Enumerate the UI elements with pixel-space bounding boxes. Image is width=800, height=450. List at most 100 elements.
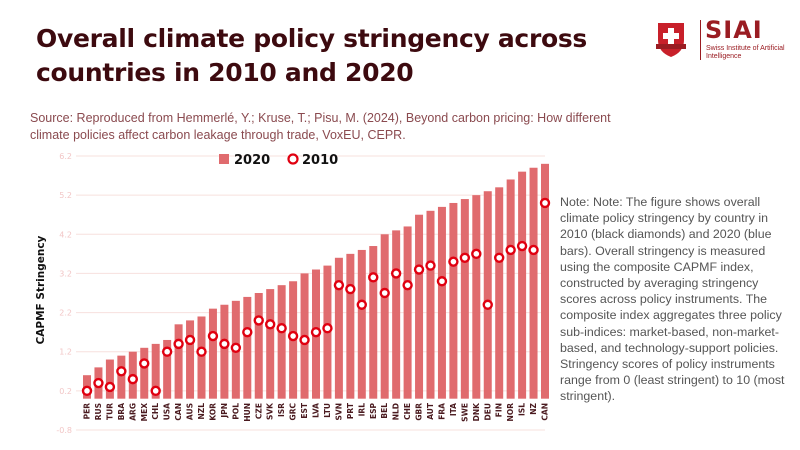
marker-2010 bbox=[196, 346, 207, 357]
marker-2010 bbox=[173, 338, 184, 350]
marker-2010 bbox=[253, 315, 264, 326]
x-tick-label: ISL bbox=[518, 403, 527, 416]
x-tick-label: BEL bbox=[380, 403, 389, 419]
x-tick-label: KOR bbox=[208, 403, 217, 421]
marker-2010 bbox=[482, 299, 493, 310]
x-tick-label: CHL bbox=[151, 403, 160, 420]
note-text: Note: Note: The figure shows overall cli… bbox=[560, 195, 785, 404]
bar-2020 bbox=[208, 308, 217, 399]
legend-label-2020: 2020 bbox=[234, 153, 270, 168]
x-tick-label: NLD bbox=[392, 403, 401, 420]
marker-2010 bbox=[539, 197, 551, 209]
x-tick-label: IRL bbox=[357, 403, 366, 417]
marker-2010 bbox=[299, 334, 310, 346]
x-tick-label: SVN bbox=[334, 403, 343, 420]
marker-2010 bbox=[242, 326, 253, 338]
marker-2010 bbox=[207, 330, 219, 342]
source-text: Source: Reproduced from Hemmerlé, Y.; Kr… bbox=[30, 111, 611, 142]
x-tick-label: DEU bbox=[483, 403, 492, 420]
legend-label-2010: 2010 bbox=[302, 153, 338, 168]
bar-2020 bbox=[415, 214, 424, 399]
bar-2020 bbox=[140, 347, 149, 399]
bar-2020 bbox=[174, 324, 183, 399]
bar-2020 bbox=[220, 304, 229, 399]
x-tick-label: ISR bbox=[277, 403, 286, 417]
marker-2010 bbox=[379, 287, 390, 299]
chart-title: Overall climate policy stringency across… bbox=[36, 24, 588, 87]
marker-2010 bbox=[287, 330, 299, 342]
x-tick-label: PRT bbox=[346, 402, 355, 419]
marker-2010 bbox=[505, 244, 516, 256]
x-tick-label: LVA bbox=[312, 403, 321, 418]
x-tick-label: RUS bbox=[94, 403, 103, 420]
legend-marker-2010 bbox=[287, 153, 299, 165]
marker-2010 bbox=[436, 276, 448, 287]
x-tick-label: NOR bbox=[506, 403, 515, 422]
marker-2010 bbox=[459, 252, 471, 263]
x-tick-label: AUT bbox=[426, 402, 435, 420]
x-tick-label: BRA bbox=[117, 403, 126, 420]
marker-2010 bbox=[116, 366, 127, 377]
marker-2010 bbox=[81, 385, 93, 397]
marker-2010 bbox=[356, 299, 367, 310]
marker-2010 bbox=[471, 248, 482, 260]
bar-2020 bbox=[105, 359, 114, 399]
x-tick-label: CHE bbox=[403, 403, 412, 420]
y-tick-label: 6.2 bbox=[59, 152, 72, 161]
bar-2020 bbox=[495, 187, 504, 399]
bar-2020 bbox=[357, 249, 366, 399]
marker-2010 bbox=[494, 252, 505, 263]
bar-2020 bbox=[186, 320, 195, 399]
bar-2020 bbox=[163, 339, 172, 399]
bar-2020 bbox=[541, 163, 549, 399]
bar-2020 bbox=[346, 253, 355, 399]
bar-2020 bbox=[518, 171, 527, 399]
bar-2020 bbox=[151, 343, 160, 399]
marker-2010 bbox=[368, 272, 379, 283]
x-tick-label: EST bbox=[300, 402, 309, 419]
logo-subtitle: Swiss Institute of Artificial Intelligen… bbox=[706, 45, 785, 60]
bar-2020 bbox=[483, 191, 492, 399]
x-tick-label: USA bbox=[163, 403, 172, 420]
x-tick-label: HUN bbox=[243, 403, 252, 422]
x-tick-label: POL bbox=[231, 403, 240, 420]
x-tick-label: AUS bbox=[186, 403, 195, 420]
x-tick-label: ITA bbox=[449, 403, 458, 416]
x-tick-label: PER bbox=[83, 403, 92, 420]
y-tick-label: 3.2 bbox=[59, 269, 72, 278]
x-tick-label: MEX bbox=[140, 403, 149, 422]
bar-2020 bbox=[392, 230, 401, 399]
x-tick-label: TUR bbox=[105, 403, 114, 420]
marker-2010 bbox=[184, 334, 196, 346]
bar-2020 bbox=[380, 234, 389, 399]
bar-2020 bbox=[243, 296, 252, 399]
x-tick-label: GBR bbox=[415, 403, 424, 421]
bar-2020 bbox=[449, 202, 458, 399]
x-tick-label: SVK bbox=[266, 402, 275, 420]
marker-2010 bbox=[413, 264, 425, 275]
bar-2020 bbox=[334, 257, 343, 399]
x-tick-label: NZL bbox=[197, 403, 206, 420]
x-tick-label: DNK bbox=[472, 402, 481, 422]
y-tick-label: 5.2 bbox=[59, 191, 72, 200]
bar-2020 bbox=[277, 285, 286, 399]
marker-2010 bbox=[345, 283, 356, 295]
marker-2010 bbox=[104, 381, 116, 393]
bar-2020 bbox=[437, 206, 446, 399]
marker-2010 bbox=[425, 260, 436, 271]
bar-2020 bbox=[369, 246, 378, 399]
bar-2020 bbox=[460, 199, 469, 399]
logo-name: SIAI bbox=[705, 16, 763, 44]
x-tick-label: ESP bbox=[369, 403, 378, 420]
bar-2020 bbox=[506, 179, 515, 399]
x-tick-label: CAN bbox=[541, 403, 550, 421]
y-tick-label: 1.2 bbox=[59, 348, 72, 357]
marker-2010 bbox=[139, 358, 150, 369]
marker-2010 bbox=[265, 319, 276, 330]
x-tick-label: ARG bbox=[128, 403, 137, 421]
marker-2010 bbox=[322, 323, 333, 334]
marker-2010 bbox=[276, 323, 287, 334]
x-tick-label: JPN bbox=[220, 403, 229, 419]
x-tick-label: FIN bbox=[495, 403, 504, 417]
